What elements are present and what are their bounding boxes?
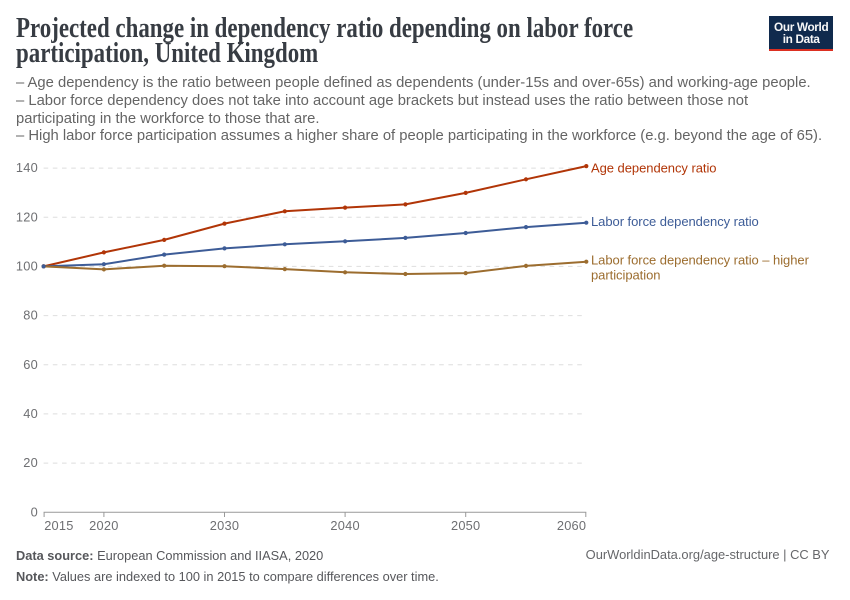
- svg-text:40: 40: [23, 406, 38, 421]
- svg-text:120: 120: [16, 209, 38, 224]
- svg-text:20: 20: [23, 455, 38, 470]
- svg-text:2040: 2040: [330, 518, 359, 533]
- svg-text:140: 140: [16, 160, 38, 175]
- svg-text:2060: 2060: [557, 518, 586, 533]
- svg-text:60: 60: [23, 357, 38, 372]
- svg-text:2015: 2015: [44, 518, 73, 533]
- svg-text:Labor force dependency ratio: Labor force dependency ratio: [591, 214, 759, 229]
- svg-text:participation: participation: [591, 267, 660, 282]
- svg-text:Labor force dependency ratio –: Labor force dependency ratio – higher: [591, 253, 810, 268]
- svg-text:100: 100: [16, 259, 38, 274]
- svg-text:2050: 2050: [451, 518, 480, 533]
- svg-text:2030: 2030: [210, 518, 239, 533]
- svg-text:0: 0: [31, 504, 38, 519]
- svg-text:2020: 2020: [89, 518, 118, 533]
- svg-text:80: 80: [23, 308, 38, 323]
- svg-text:Age dependency ratio: Age dependency ratio: [591, 161, 716, 176]
